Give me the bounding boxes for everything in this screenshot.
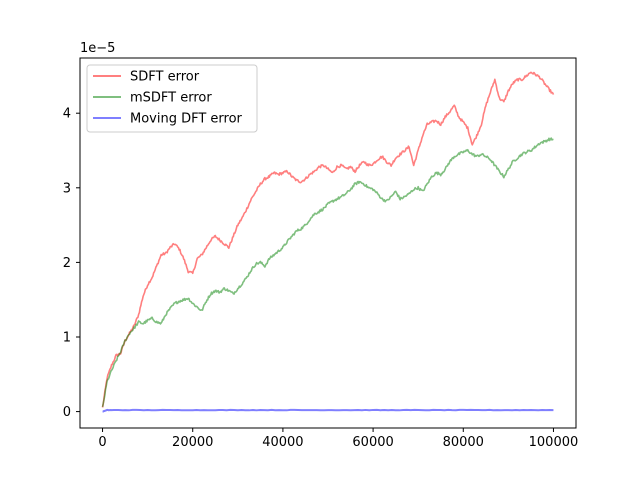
axes-frame [79, 57, 577, 429]
x-tick-label: 0 [98, 435, 106, 450]
legend-label-moving-dft: Moving DFT error [130, 112, 243, 127]
y-tick-label: 1 [63, 330, 71, 345]
x-tick-label: 20000 [172, 435, 213, 450]
series-line-msdft-error [101, 137, 554, 408]
legend-label-msdft: mSDFT error [130, 91, 212, 106]
y-tick-label: 0 [63, 405, 71, 420]
series-line-moving-dft-error [102, 408, 554, 413]
x-tick-label: 60000 [352, 435, 393, 450]
y-tick-label: 4 [63, 107, 71, 122]
x-tick-label: 40000 [262, 435, 303, 450]
y-tick-label: 3 [63, 181, 71, 196]
series-line-sdft-error [101, 71, 555, 408]
legend-box [86, 64, 258, 133]
x-axis-ticks: 0 20000 40000 60000 80000 100000 [98, 428, 578, 450]
x-tick-label: 80000 [443, 435, 484, 450]
legend: SDFT error mSDFT error Moving DFT error [86, 64, 258, 133]
offset-text: 1e−5 [80, 41, 115, 56]
y-tick-label: 2 [63, 256, 71, 271]
legend-label-sdft: SDFT error [130, 70, 200, 85]
x-tick-label: 100000 [529, 435, 579, 450]
series-layer [101, 71, 555, 413]
y-axis-ticks: 0 1 2 3 4 [63, 107, 80, 420]
